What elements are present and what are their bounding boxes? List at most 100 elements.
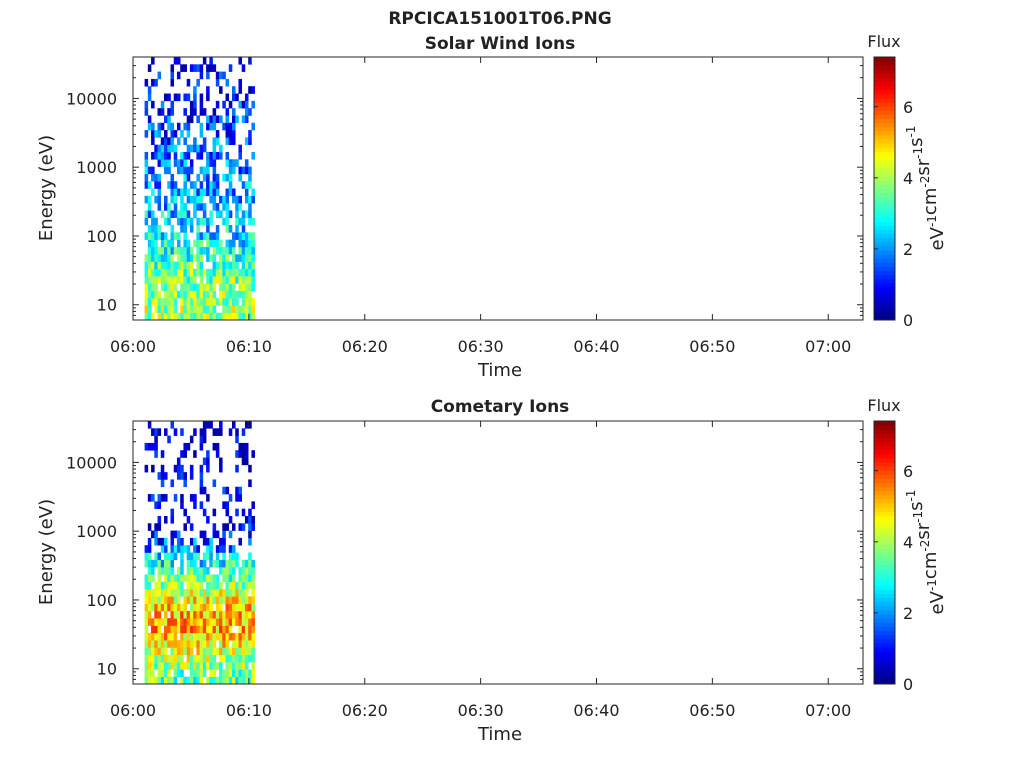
spectrogram-cell: [151, 559, 155, 568]
spectrogram-cell: [248, 173, 252, 182]
spectrogram-cell: [183, 283, 187, 292]
spectrogram-cell: [189, 312, 194, 321]
spectrogram-cell: [222, 501, 226, 509]
spectrogram-cell: [183, 312, 187, 321]
spectrogram-cell: [222, 100, 226, 109]
spectrogram-cell: [235, 610, 239, 619]
spectrogram-cell: [164, 151, 168, 160]
spectrogram-cell: [219, 603, 223, 612]
spectrogram-cell: [232, 290, 236, 299]
spectrogram-cell: [164, 217, 168, 226]
spectrogram-cell: [186, 298, 191, 306]
spectrogram-cell: [189, 261, 194, 270]
spectrogram-cell: [180, 195, 184, 204]
spectrogram-cell: [144, 669, 149, 677]
spectrogram-cell: [219, 662, 223, 670]
spectrogram-cell: [147, 166, 152, 175]
spectrogram-cell: [206, 151, 210, 160]
colorbar-segment: [874, 626, 895, 631]
spectrogram-cell: [173, 647, 178, 656]
spectrogram-cell: [235, 210, 239, 219]
spectrogram-cell: [251, 567, 255, 575]
spectrogram-cell: [235, 225, 239, 233]
spectrogram-cell: [173, 618, 178, 626]
spectrogram-cell: [212, 618, 217, 626]
spectrogram-cell: [202, 486, 207, 495]
spectrogram-cell: [147, 567, 152, 575]
spectrogram-cell: [215, 596, 220, 604]
spectrogram-cell: [173, 552, 178, 561]
spectrogram-cell: [232, 589, 236, 597]
spectrogram-cell: [244, 239, 249, 248]
spectrogram-cell: [202, 669, 207, 677]
spectrogram-cell: [176, 589, 181, 597]
colorbar-segment: [874, 462, 895, 467]
spectrogram-cell: [225, 122, 230, 131]
spectrogram-cell: [206, 515, 210, 524]
spectrogram-cell: [157, 603, 162, 612]
spectrogram-cell: [173, 290, 178, 299]
spectrogram-cell: [212, 647, 217, 656]
spectrogram-cell: [244, 574, 249, 583]
spectrogram-cell: [251, 232, 255, 240]
spectrogram-cell: [160, 559, 165, 568]
spectrogram-cell: [206, 662, 210, 670]
spectrogram-cell: [248, 581, 252, 590]
colorbar-segment: [874, 482, 895, 488]
spectrogram-cell: [151, 640, 155, 648]
spectrogram-cell: [144, 173, 149, 182]
spectrogram-cell: [199, 501, 204, 509]
spectrogram-cell: [147, 64, 152, 72]
spectrogram-cell: [235, 93, 239, 102]
spectrogram-cell: [238, 647, 243, 656]
spectrogram-cell: [160, 137, 165, 145]
spectrogram-cell: [228, 545, 233, 553]
spectrogram-cell: [248, 654, 252, 663]
spectrogram-cell: [222, 290, 226, 299]
spectrogram-cell: [219, 625, 223, 634]
spectrogram-cell: [144, 283, 149, 292]
spectrogram-cell: [160, 640, 165, 648]
spectrogram-cell: [206, 625, 210, 634]
spectrogram-cell: [212, 166, 217, 175]
spectrogram-cell: [222, 305, 226, 313]
spectrogram-cell: [228, 225, 233, 233]
spectrogram-cell: [189, 181, 194, 189]
spectrogram-cell: [206, 552, 210, 561]
spectrogram-cell: [157, 428, 162, 436]
spectrogram-cell: [202, 625, 207, 634]
spectrogram-cell: [219, 210, 223, 219]
spectrogram-cell: [248, 276, 252, 284]
spectrogram-cell: [232, 93, 236, 102]
spectrogram-cell: [170, 537, 175, 546]
spectrogram-cell: [222, 625, 226, 634]
spectrogram-cell: [170, 515, 175, 524]
spectrogram-cell: [219, 195, 223, 204]
spectrogram-cell: [193, 298, 197, 306]
spectrogram-cell: [151, 268, 155, 277]
spectrogram-cell: [160, 144, 165, 153]
spectrogram-cell: [219, 567, 223, 575]
spectrogram-cell: [193, 589, 197, 597]
spectrogram-cell: [164, 305, 168, 313]
colorbar-tick-label: 6: [903, 462, 913, 481]
spectrogram-cell: [212, 188, 217, 197]
spectrogram-cell: [189, 435, 194, 444]
colorbar-segment: [874, 57, 895, 62]
colorbar-segment: [874, 221, 895, 226]
spectrogram-cell: [219, 239, 223, 248]
spectrogram-cell: [219, 640, 223, 648]
spectrogram-cell: [173, 654, 178, 663]
spectrogram-cell: [212, 632, 217, 641]
spectrogram-cell: [157, 589, 162, 597]
colorbar-segment: [874, 597, 895, 603]
spectrogram-cell: [212, 144, 217, 153]
spectrogram-cell: [160, 312, 165, 321]
spectrogram-cell: [147, 86, 152, 94]
spectrogram-cell: [251, 217, 255, 226]
spectrogram-cell: [180, 159, 184, 167]
spectrogram-cell: [251, 151, 255, 160]
spectrogram-cell: [238, 166, 243, 175]
spectrogram-cell: [147, 603, 152, 612]
spectrogram-cell: [176, 530, 181, 539]
